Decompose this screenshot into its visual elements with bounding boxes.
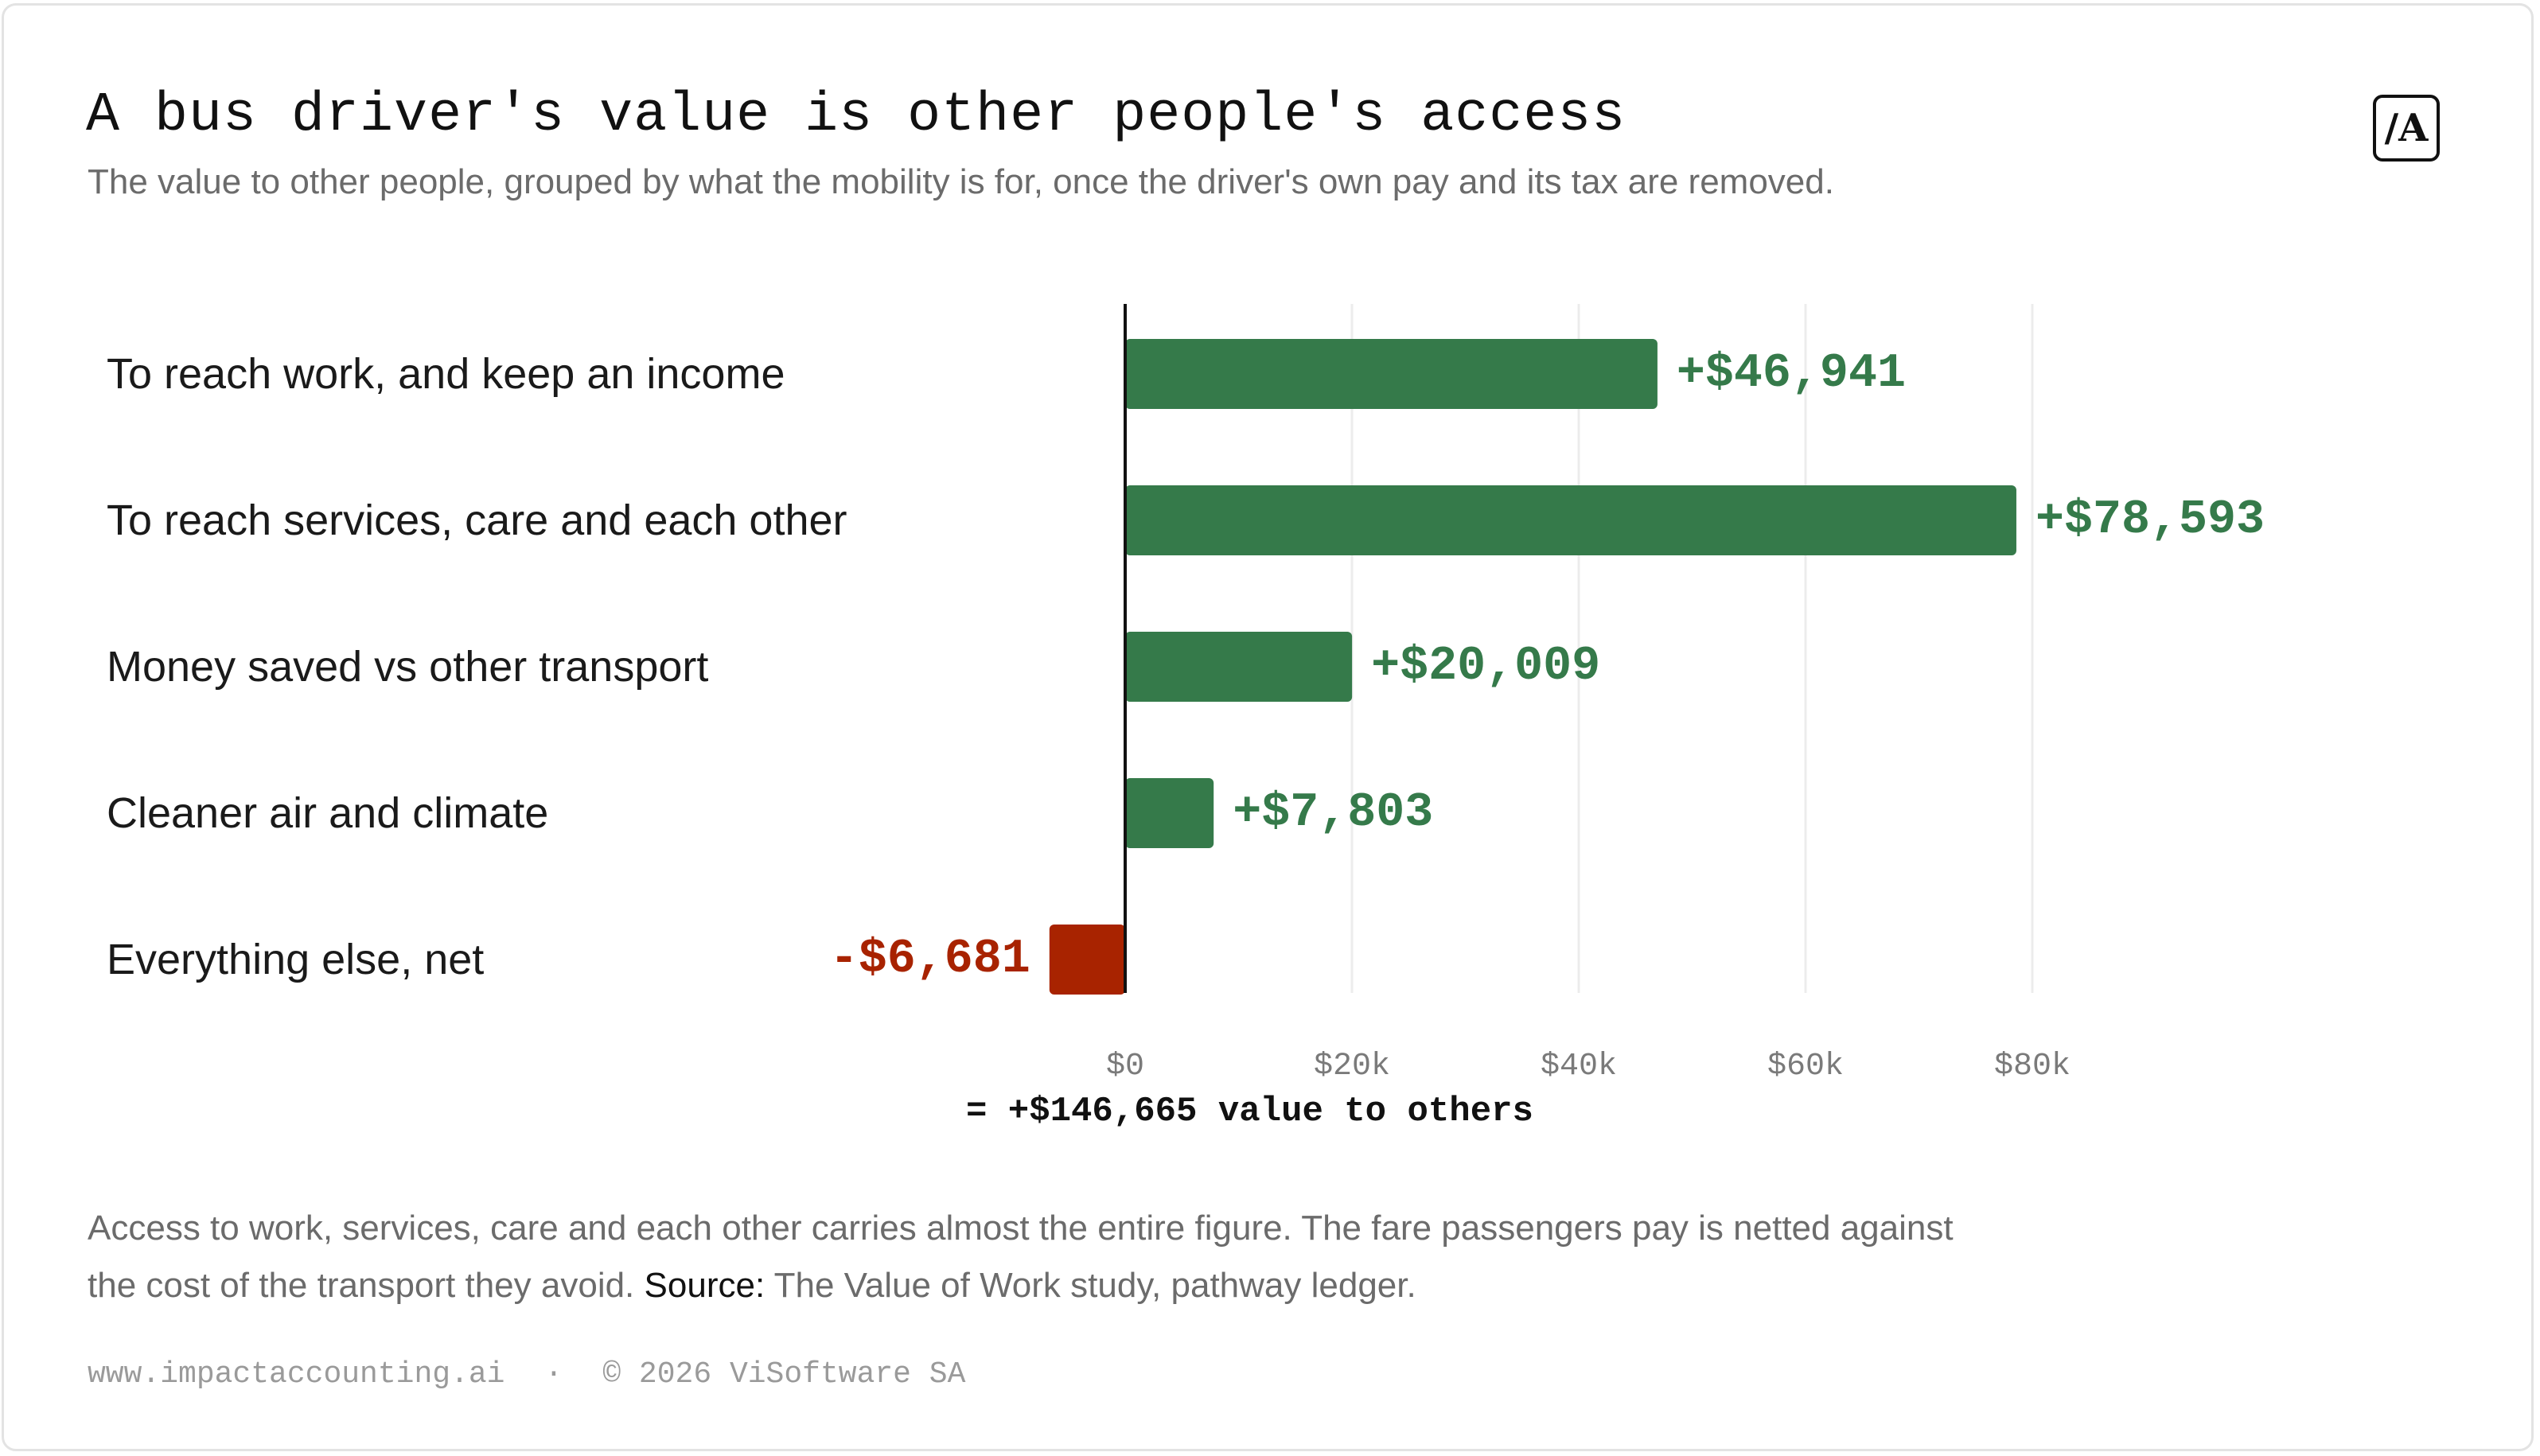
impact-accounting-logo: /A [2373,95,2440,162]
chart-note: Access to work, services, care and each … [88,1200,1997,1314]
bar-3 [1125,778,1214,848]
category-label-4: Everything else, net [107,936,484,983]
bar-1 [1125,485,2016,555]
value-label-1: +$78,593 [2036,493,2265,547]
footer: www.impactaccounting.ai · © 2026 ViSoftwar… [88,1357,965,1392]
bar-2 [1125,632,1353,702]
bar-4 [1049,925,1125,995]
category-label-3: Cleaner air and climate [107,789,548,837]
source-label: Source: [644,1266,766,1305]
source-text: The Value of Work study, pathway ledger. [773,1266,1416,1305]
bar-0 [1125,339,1658,409]
category-label-2: Money saved vs other transport [107,643,708,691]
x-tick-label-3: $60k [1767,1049,1844,1084]
note-text: Access to work, services, care and each … [88,1209,1954,1305]
x-tick-label-1: $20k [1314,1049,1390,1084]
value-label-2: +$20,009 [1371,640,1600,694]
total-label: = +$146,665 value to others [966,1092,1533,1131]
x-tick-label-2: $40k [1541,1049,1617,1084]
x-tick-label-0: $0 [1106,1049,1144,1084]
chart-subtitle: The value to other people, grouped by wh… [88,162,1834,201]
footer-separator: · [544,1357,563,1392]
footer-copyright: © 2026 ViSoftware SA [602,1357,966,1392]
footer-website: www.impactaccounting.ai [88,1357,505,1392]
value-label-4: -$6,681 [830,932,1030,987]
x-tick-label-4: $80k [1994,1049,2071,1084]
value-label-3: +$7,803 [1233,786,1433,840]
value-label-0: +$46,941 [1677,347,1906,401]
chart-title: A bus driver's value is other people's a… [86,84,1626,147]
bar-chart: To reach work, and keep an income +$46,94… [107,304,2265,1131]
category-label-1: To reach services, care and each other [107,496,847,544]
chart-card: /A [2,3,2534,1451]
category-label-0: To reach work, and keep an income [107,350,785,398]
logo-mark: /A [2384,106,2429,150]
